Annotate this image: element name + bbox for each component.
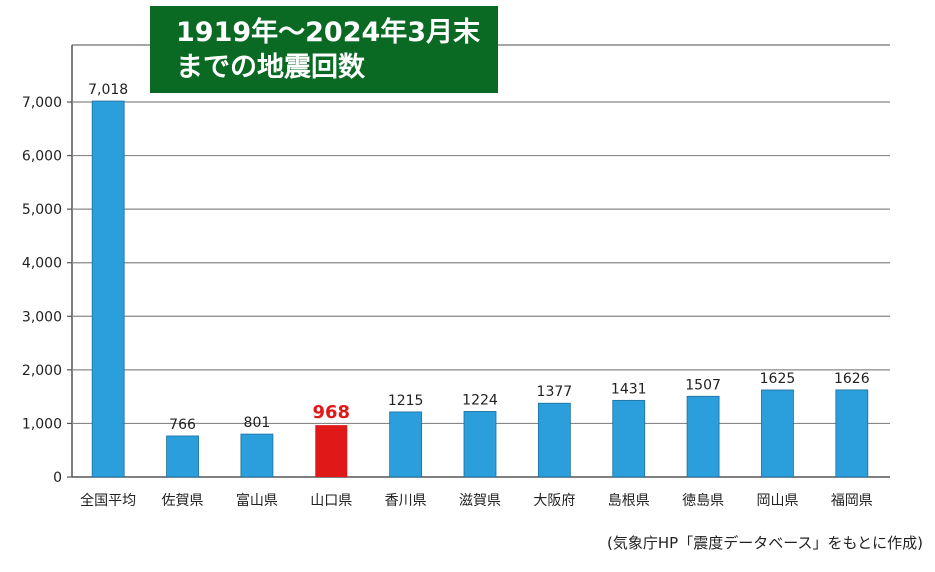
bar — [761, 389, 794, 478]
bar-value-label: 1224 — [462, 392, 498, 408]
bar — [835, 389, 869, 478]
bar-value-label: 7,018 — [88, 82, 128, 98]
bar — [315, 425, 348, 477]
x-tick-label: 富山県 — [236, 492, 278, 509]
bar — [240, 433, 274, 478]
bar — [463, 411, 497, 478]
bar — [389, 411, 423, 478]
x-tick-label: 全国平均 — [80, 492, 136, 509]
x-tick-label: 山口県 — [310, 493, 352, 509]
x-tick-label: 岡山県 — [756, 493, 798, 509]
x-tick-label: 徳島県 — [682, 493, 724, 509]
y-tick-label: 4,000 — [22, 256, 62, 272]
bar — [686, 395, 720, 478]
y-tick-label: 1,000 — [22, 416, 62, 432]
y-tick-label: 2,000 — [22, 363, 62, 379]
x-tick-label: 滋賀県 — [459, 493, 501, 509]
y-tick-label: 5,000 — [22, 202, 62, 218]
bar-value-label: 1626 — [834, 371, 870, 387]
bar — [537, 402, 571, 478]
x-tick-label: 大阪府 — [533, 493, 575, 509]
y-tick-label: 7,000 — [22, 95, 62, 111]
y-tick-label: 3,000 — [22, 309, 62, 325]
y-tick-label: 6,000 — [22, 149, 62, 165]
chart-title-line1: 1919年～2024年3月末 — [176, 17, 481, 48]
bar — [612, 399, 646, 478]
x-tick-label: 香川県 — [385, 493, 427, 509]
bar-value-label: 766 — [169, 417, 196, 433]
bar-value-label: 1507 — [685, 377, 721, 393]
bar-value-label: 1431 — [611, 381, 647, 397]
source-note: (気象庁HP「震度データベース」をもとに作成) — [607, 534, 923, 552]
bar-value-label: 968 — [312, 402, 350, 423]
bar-value-label: 1215 — [388, 393, 424, 409]
x-tick-label: 佐賀県 — [162, 493, 204, 509]
x-tick-label: 福岡県 — [831, 493, 873, 509]
bar — [91, 100, 125, 478]
y-tick-label: 0 — [53, 470, 62, 486]
chart-title-line2: までの地震回数 — [176, 52, 365, 83]
bar-value-label: 801 — [244, 415, 271, 431]
chart-title-box: 1919年～2024年3月末 までの地震回数 — [150, 6, 498, 93]
bar-value-label: 1625 — [760, 371, 796, 387]
x-tick-label: 島根県 — [608, 493, 650, 509]
bar — [166, 435, 199, 478]
bar-value-label: 1377 — [537, 384, 573, 400]
